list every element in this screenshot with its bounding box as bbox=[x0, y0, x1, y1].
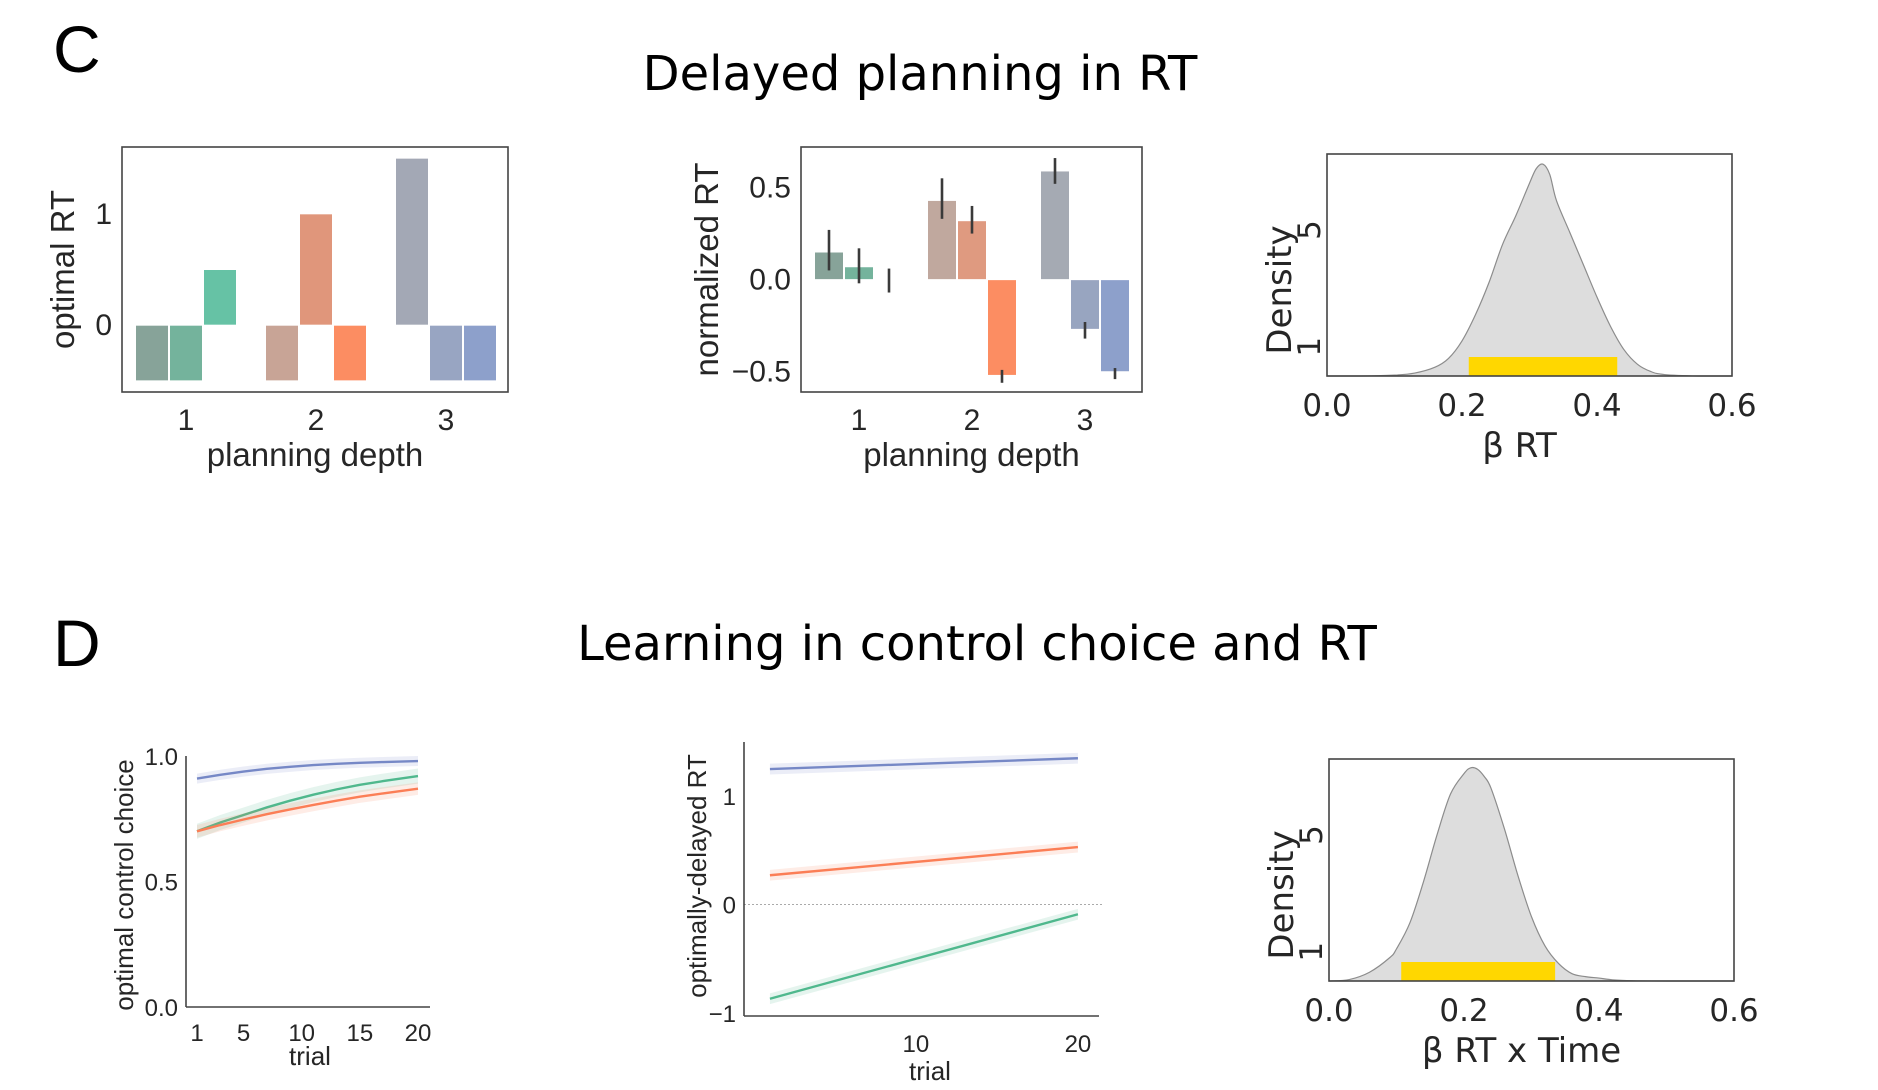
x-tick-label: 0.2 bbox=[1437, 388, 1486, 424]
x-tick-label: 0.4 bbox=[1572, 388, 1621, 424]
x-tick-label: 2 bbox=[308, 404, 325, 437]
x-tick-label: 0.6 bbox=[1709, 993, 1758, 1029]
y-tick-label: 0.0 bbox=[749, 264, 791, 297]
plot-frame bbox=[121, 146, 509, 393]
y-axis-label: Density bbox=[1262, 830, 1302, 959]
y-tick-label: 5 bbox=[1294, 825, 1330, 845]
x-axis-label: trial bbox=[289, 1041, 331, 1071]
y-tick-label: 1 bbox=[723, 784, 736, 811]
y-tick-label: 0 bbox=[95, 309, 112, 342]
x-tick-label: 0.6 bbox=[1707, 388, 1756, 424]
plot-frame bbox=[1328, 758, 1735, 982]
x-axis-label: β RT x Time bbox=[1422, 1031, 1621, 1071]
bar bbox=[203, 269, 237, 326]
x-tick-label: 0.2 bbox=[1439, 993, 1488, 1029]
chart-beta-rt-density: 0.0 0.2 0.4 0.6 1 5 β RT Density bbox=[1260, 153, 1757, 466]
section-title-d: Learning in control choice and RT bbox=[577, 616, 1377, 672]
y-tick-label: 0.5 bbox=[145, 870, 178, 897]
x-tick-label: 0.4 bbox=[1574, 993, 1623, 1029]
chart-beta-rt-time-density: 0.0 0.2 0.4 0.6 1 5 β RT x Time Density bbox=[1262, 758, 1759, 1071]
x-axis-label: trial bbox=[909, 1056, 951, 1086]
y-tick-label: −0.5 bbox=[732, 356, 791, 389]
density-line bbox=[1328, 766, 1734, 982]
bar bbox=[395, 157, 429, 326]
series-line-blue bbox=[196, 759, 419, 780]
y-tick-label: 0.5 bbox=[749, 172, 791, 205]
x-tick-label: 0.0 bbox=[1304, 993, 1353, 1029]
bar bbox=[429, 324, 463, 382]
y-tick-label: 1 bbox=[1292, 337, 1328, 357]
x-tick-label: 20 bbox=[1065, 1031, 1092, 1058]
hdi-bar bbox=[1401, 962, 1556, 981]
x-axis-label: planning depth bbox=[863, 436, 1080, 473]
series-line-green bbox=[196, 774, 419, 833]
bar bbox=[333, 324, 367, 382]
series-line-orange bbox=[769, 845, 1079, 877]
x-tick-label: 2 bbox=[964, 404, 981, 437]
density-area bbox=[1329, 767, 1734, 981]
y-axis-label: normalized RT bbox=[688, 163, 725, 377]
x-tick-label: 10 bbox=[902, 1031, 929, 1058]
y-axis-label: optimally-delayed RT bbox=[682, 754, 712, 998]
y-tick-label: 1.0 bbox=[145, 744, 178, 771]
x-tick-label: 3 bbox=[1077, 404, 1094, 437]
x-tick-label: 1 bbox=[851, 404, 868, 437]
y-tick-label: 5 bbox=[1292, 220, 1328, 240]
y-tick-label: −1 bbox=[709, 1001, 736, 1028]
series-line-green bbox=[769, 913, 1079, 1000]
x-tick-label: 3 bbox=[438, 404, 455, 437]
bar bbox=[1040, 170, 1070, 281]
y-axis-label: Density bbox=[1260, 225, 1300, 354]
bar bbox=[463, 324, 497, 382]
x-tick-label: 20 bbox=[405, 1020, 432, 1047]
panel-letter-d: D bbox=[53, 606, 101, 680]
confidence-band bbox=[197, 768, 418, 839]
y-tick-label: 1 bbox=[1294, 942, 1330, 962]
bar bbox=[299, 213, 333, 326]
x-tick-label: 10 bbox=[288, 1020, 315, 1047]
panel-letter-c: C bbox=[53, 12, 101, 86]
y-tick-label: 0 bbox=[723, 893, 736, 920]
density-line bbox=[1327, 163, 1732, 377]
bar bbox=[987, 279, 1017, 376]
x-tick-label: 5 bbox=[237, 1020, 250, 1047]
y-axis-label: optimal control choice bbox=[109, 759, 139, 1010]
chart-optimally-delayed-rt: 10 20 −1 0 1 trial optimally-delayed RT bbox=[682, 742, 1103, 1086]
hdi-bar bbox=[1468, 357, 1618, 376]
x-axis-label: planning depth bbox=[207, 436, 424, 473]
plot-frame bbox=[800, 146, 1143, 393]
series-line-blue bbox=[769, 757, 1078, 771]
bar bbox=[1070, 279, 1100, 330]
plot-frame bbox=[1326, 153, 1733, 377]
x-tick-label: 0.0 bbox=[1302, 388, 1351, 424]
bar bbox=[957, 220, 987, 281]
bar bbox=[265, 324, 299, 382]
y-axis-label: optimal RT bbox=[44, 190, 81, 349]
bar bbox=[1100, 279, 1130, 373]
section-title-c: Delayed planning in RT bbox=[642, 46, 1198, 102]
chart-optimal-rt: 0 1 1 2 3 planning depth optimal RT bbox=[44, 146, 509, 473]
y-tick-label: 0.0 bbox=[145, 995, 178, 1022]
x-tick-label: 1 bbox=[190, 1020, 203, 1047]
x-axis-label: β RT bbox=[1482, 426, 1557, 466]
bar bbox=[169, 324, 203, 382]
x-tick-label: 15 bbox=[346, 1020, 373, 1047]
density-area bbox=[1327, 163, 1732, 376]
series-line-orange bbox=[196, 787, 419, 833]
y-tick-label: 1 bbox=[95, 198, 112, 231]
bar bbox=[135, 324, 169, 382]
x-tick-label: 1 bbox=[178, 404, 195, 437]
